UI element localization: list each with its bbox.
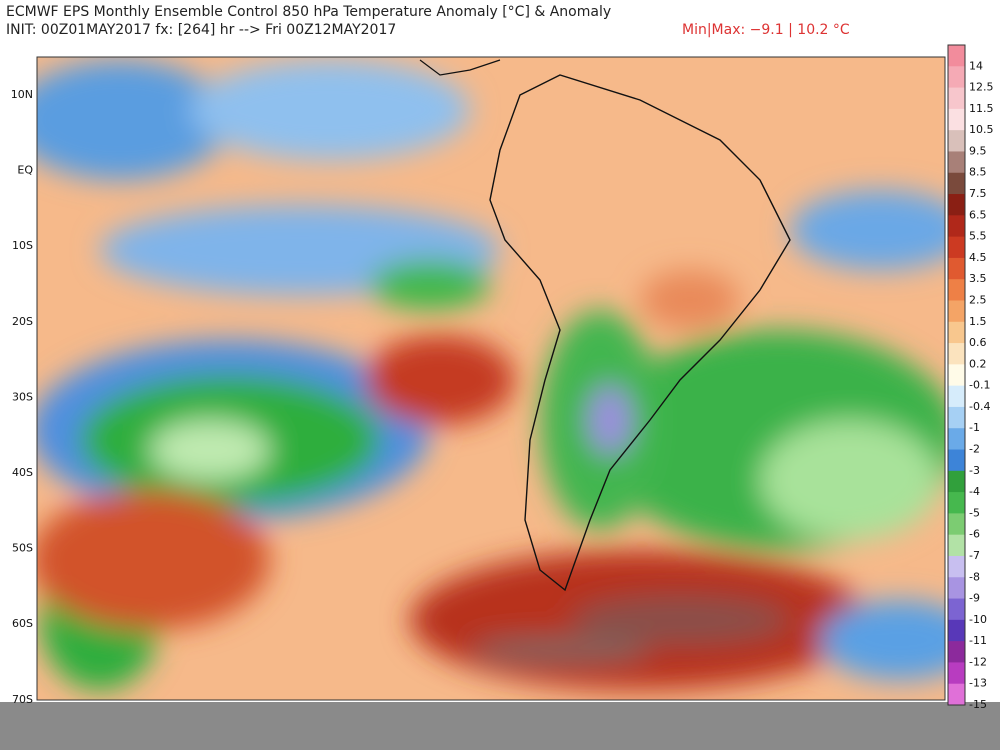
- colorbar-label: -5: [969, 506, 980, 519]
- latitude-label: 10N: [11, 88, 33, 101]
- coastline: [419, 59, 501, 76]
- colorbar-label: -13: [969, 677, 987, 690]
- colorbar-label: 5.5: [969, 230, 987, 243]
- colorbar-label: -7: [969, 549, 980, 562]
- colorbar-swatch: [948, 66, 965, 89]
- colorbar-label: -11: [969, 634, 987, 647]
- colorbar-swatch: [948, 87, 965, 110]
- colorbar-label: -12: [969, 655, 987, 668]
- colorbar-label: 2.5: [969, 293, 987, 306]
- colorbar-swatch: [948, 534, 965, 557]
- colorbar-label: 12.5: [969, 81, 994, 94]
- colorbar-label: 8.5: [969, 166, 987, 179]
- colorbar-label: 14: [969, 59, 983, 72]
- colorbar-frame: [947, 44, 966, 706]
- colorbar-swatch: [948, 470, 965, 493]
- colorbar-swatch: [948, 428, 965, 451]
- latitude-label: 40S: [12, 466, 33, 479]
- colorbar-swatch: [948, 385, 965, 408]
- colorbar-swatch: [948, 279, 965, 301]
- colorbar-swatch: [948, 406, 965, 429]
- colorbar-swatch: [948, 343, 965, 365]
- latitude-label: 50S: [12, 542, 33, 555]
- colorbar-label: -9: [969, 592, 980, 605]
- title: ECMWF EPS Monthly Ensemble Control 850 h…: [6, 4, 612, 20]
- colorbar-swatch: [948, 45, 965, 67]
- colorbar-swatch: [948, 555, 965, 578]
- colorbar-label: 9.5: [969, 144, 987, 157]
- colorbar-swatch: [948, 257, 965, 280]
- colorbar-label: -1: [969, 421, 980, 434]
- latitude-label: 10S: [12, 239, 33, 252]
- colorbar-swatch: [948, 619, 965, 642]
- colorbar-label: -8: [969, 570, 980, 583]
- colorbar-swatch: [948, 300, 965, 323]
- colorbar-label: -6: [969, 528, 980, 541]
- colorbar-swatch: [948, 492, 965, 514]
- colorbar-swatch: [948, 215, 965, 238]
- colorbar-swatch: [948, 662, 965, 685]
- colorbar-label: -2: [969, 443, 980, 456]
- map-frame: [36, 56, 946, 701]
- anomaly-field: [37, 57, 945, 700]
- colorbar-label: 6.5: [969, 208, 987, 221]
- latitude-label: 20S: [12, 315, 33, 328]
- colorbar-label: 10.5: [969, 123, 994, 136]
- colorbar-label: -3: [969, 464, 980, 477]
- colorbar-label: -15: [969, 698, 987, 711]
- colorbar-swatch: [948, 130, 965, 152]
- colorbar-label: 1.5: [969, 315, 987, 328]
- colorbar-label: -10: [969, 613, 987, 626]
- latitude-label: EQ: [17, 164, 33, 177]
- colorbar-swatch: [948, 236, 965, 259]
- colorbar-swatch: [948, 108, 965, 131]
- colorbar-swatch: [948, 151, 965, 174]
- colorbar-swatch: [948, 598, 965, 621]
- coastline: [489, 74, 791, 592]
- colorbar-swatch: [948, 513, 965, 536]
- colorbar-swatch: [948, 641, 965, 663]
- latitude-label: 70S: [12, 693, 33, 706]
- colorbar-label: -0.4: [969, 400, 990, 413]
- colorbar-label: 0.2: [969, 357, 987, 370]
- colorbar-label: 4.5: [969, 251, 987, 264]
- latitude-label: 30S: [12, 390, 33, 403]
- colorbar-swatch: [948, 577, 965, 600]
- colorbar-swatch: [948, 449, 965, 472]
- colorbar-label: -4: [969, 485, 980, 498]
- colorbar-label: 11.5: [969, 102, 994, 115]
- init-line: INIT: 00Z01MAY2017 fx: [264] hr --> Fri …: [6, 22, 397, 38]
- colorbar-swatch: [948, 321, 965, 344]
- colorbar-label: -0.1: [969, 379, 990, 392]
- latitude-label: 60S: [12, 617, 33, 630]
- colorbar-swatch: [948, 194, 965, 216]
- colorbar-swatch: [948, 364, 965, 387]
- colorbar-swatch: [948, 172, 965, 195]
- colorbar-label: 0.6: [969, 336, 987, 349]
- footer-bar: [0, 702, 1000, 750]
- colorbar-swatch: [948, 683, 965, 706]
- colorbar-label: 3.5: [969, 272, 987, 285]
- min-max: Min|Max: −9.1 | 10.2 °C: [682, 22, 850, 38]
- colorbar-label: 7.5: [969, 187, 987, 200]
